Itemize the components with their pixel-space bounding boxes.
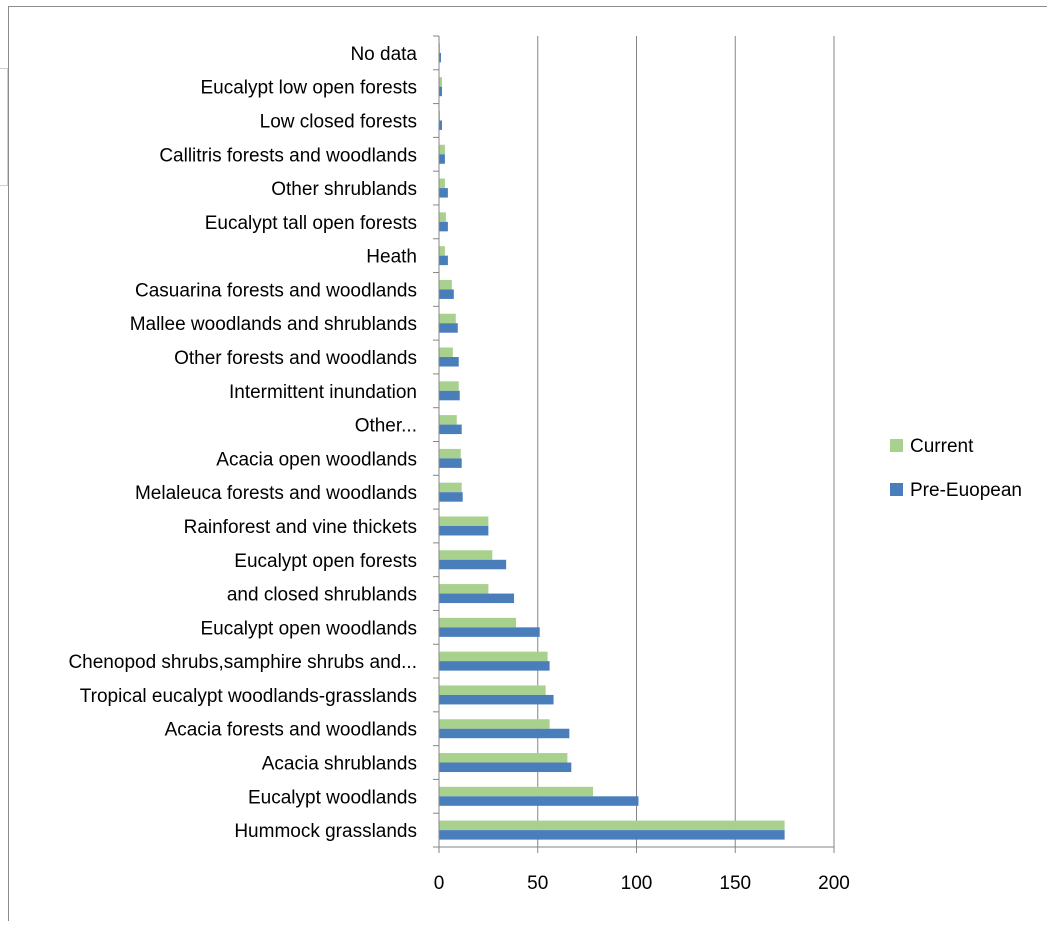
bar-pre-european [439,357,459,367]
legend: Current Pre-Euopean [890,436,1022,501]
bar-current [439,820,785,831]
axes [433,35,835,853]
category-label: Mallee woodlands and shrublands [130,314,417,335]
bar-pre-european [439,255,448,266]
bar-current [439,617,517,628]
category-label: Heath [366,247,417,268]
category-label: Callitris forests and woodlands [159,145,417,166]
legend-label: Current [910,436,974,457]
category-label: No data [350,44,417,65]
category-label: Melaleuca forests and woodlands [135,483,417,504]
bar-current [439,347,453,358]
bar-current [439,753,568,763]
x-tick-labels: 0 50 100 150 200 [434,873,850,894]
legend-swatch [890,439,903,452]
category-label: Eucalypt woodlands [248,787,417,808]
bar-current [439,279,452,290]
legend-label: Pre-Euopean [910,480,1022,501]
bar-current [439,178,445,189]
bar-pre-european [439,728,570,739]
bar-current [439,381,459,391]
bar-current [439,482,462,493]
category-label: Eucalypt tall open forests [205,213,417,234]
bar-pre-european [439,830,785,840]
bar-pre-european [439,323,458,333]
side-tab [0,68,8,186]
category-label: Acacia forests and woodlands [165,720,417,741]
category-label: Other... [355,416,417,437]
bar-pre-european [439,52,441,63]
bar-pre-european [439,86,442,97]
bar-current [439,246,445,256]
bar-pre-european [439,221,448,232]
bar-pre-european [439,661,550,671]
bar-pre-european [439,458,462,468]
bar-pre-european [439,188,448,198]
bar-pre-european [439,593,515,604]
category-label: Other forests and woodlands [174,348,417,369]
gridlines [537,36,835,847]
bar-pre-european [439,289,454,299]
bar-current [439,651,548,662]
category-label: Rainforest and vine thickets [184,517,417,538]
chart-frame [8,6,1047,921]
category-label: Acacia open woodlands [216,449,417,470]
bar-current [439,448,461,459]
category-label: and closed shrublands [227,585,417,606]
category-label: Tropical eucalypt woodlands-grasslands [80,686,417,707]
bar-current [439,77,442,87]
bar-current [439,212,446,222]
category-label: Eucalypt open forests [234,551,417,572]
bar-current [439,144,445,155]
category-label: Casuarina forests and woodlands [135,280,417,301]
category-label: Eucalypt open woodlands [200,618,417,639]
bar-pre-european [439,424,462,435]
bar-current [439,685,546,695]
category-label: Eucalypt low open forests [200,78,417,99]
bar-current [439,415,457,425]
bar-pre-european [439,525,489,536]
category-label: Acacia shrublands [262,754,417,775]
category-label: Chenopod shrubs,samphire shrubs and... [68,652,417,673]
bars [439,43,785,840]
bar-pre-european [439,154,445,164]
bar-pre-european [439,559,507,570]
bar-pre-european [439,627,540,637]
category-label: Other shrublands [271,179,417,200]
x-tick-label: 0 [434,873,445,894]
bar-pre-european [439,762,572,773]
bar-pre-european [439,120,442,130]
bar-current [439,516,489,526]
bar-pre-european [439,390,460,401]
x-tick-label: 200 [818,873,850,894]
category-label: Intermittent inundation [229,382,417,403]
category-label: Hummock grasslands [234,821,417,842]
category-labels: Hummock grasslands Eucalypt woodlands Acac… [68,44,417,842]
x-tick-label: 50 [527,873,548,894]
bar-pre-european [439,796,639,806]
bar-current [439,584,489,594]
bar-pre-european [439,492,463,502]
bar-current [439,786,594,797]
bar-current [439,550,493,560]
x-tick-label: 150 [719,873,751,894]
x-tick-label: 100 [621,873,653,894]
bar-current [439,719,550,729]
bar-current [439,313,456,324]
legend-swatch [890,483,903,496]
category-label: Low closed forests [260,111,417,132]
bar-pre-european [439,694,554,705]
